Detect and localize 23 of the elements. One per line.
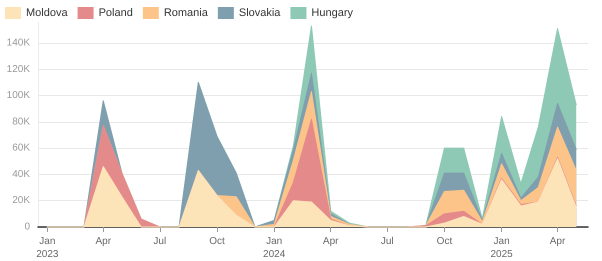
legend-label: Slovakia (238, 7, 282, 19)
legend-label: Moldova (26, 7, 68, 19)
x-tick-label: Apr (322, 236, 340, 247)
y-tick-label: 80K (12, 116, 30, 128)
y-tick-label: 0 (24, 222, 30, 232)
x-tick-label: Jul (153, 236, 166, 247)
x-tick-label: Apr (95, 236, 112, 247)
y-tick-label: 140K (6, 38, 30, 49)
x-tick-label: Apr (550, 236, 566, 247)
x-tick-label: Jan 2023 (36, 236, 59, 260)
y-tick-label: 60K (12, 142, 30, 154)
x-tick-label: Jan 2025 (490, 236, 514, 260)
legend-label: Poland (98, 7, 133, 19)
x-tick-label: Oct (436, 236, 452, 247)
legend-label: Romania (164, 7, 209, 19)
y-tick-label: 120K (6, 64, 30, 75)
x-tick-label: Jul (380, 236, 394, 247)
y-tick-label: 20K (12, 195, 30, 206)
x-tick-label: Oct (209, 236, 225, 247)
y-tick-label: 40K (12, 168, 30, 180)
x-tick-label: Jan 2024 (263, 236, 286, 260)
y-tick-label: 100K (6, 90, 30, 102)
legend-label: Hungary (311, 7, 354, 19)
